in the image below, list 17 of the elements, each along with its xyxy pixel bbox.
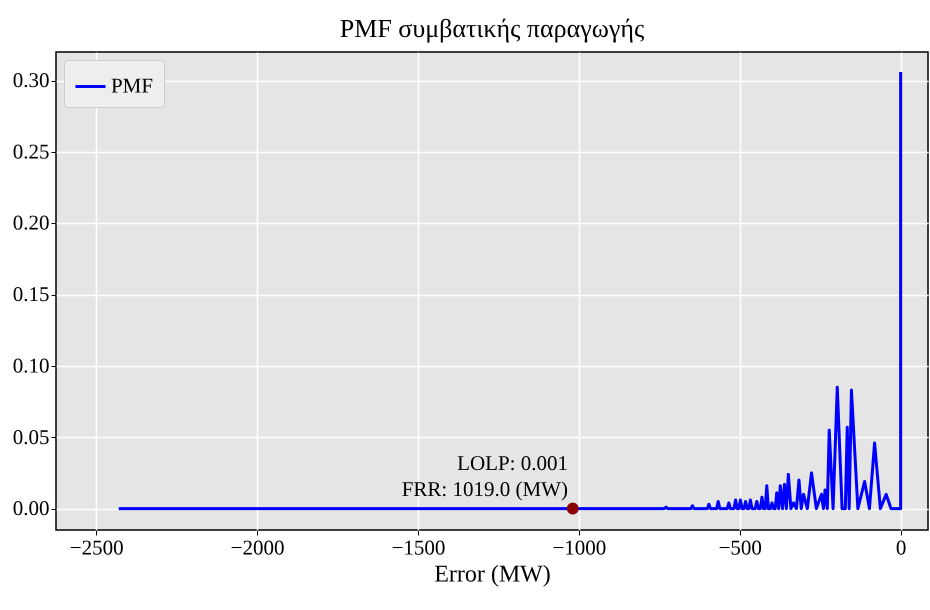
y-tick-label: 0.15 bbox=[12, 282, 50, 306]
chart-title: PMF συμβατικής παραγωγής bbox=[340, 14, 645, 43]
x-tick-label: −2000 bbox=[230, 536, 285, 560]
y-tick-label: 0.25 bbox=[12, 139, 50, 164]
y-tick-label: 0.05 bbox=[12, 424, 50, 449]
legend-label: PMF bbox=[111, 74, 154, 98]
y-tick-label: 0.30 bbox=[12, 68, 50, 92]
x-tick-label: −2500 bbox=[70, 536, 124, 560]
x-axis-title: Error (MW) bbox=[434, 562, 551, 588]
y-tick-label: 0.00 bbox=[12, 496, 50, 520]
x-tick-label: −1000 bbox=[552, 536, 606, 560]
x-tick-label: 0 bbox=[896, 536, 906, 560]
y-tick-label: 0.10 bbox=[12, 353, 50, 378]
annotation: LOLP: 0.001 FRR: 1019.0 (MW) bbox=[402, 451, 568, 501]
y-tick-label: 0.20 bbox=[12, 210, 50, 235]
x-tick-label: −1500 bbox=[392, 536, 446, 560]
x-tick-label: −500 bbox=[718, 536, 762, 560]
